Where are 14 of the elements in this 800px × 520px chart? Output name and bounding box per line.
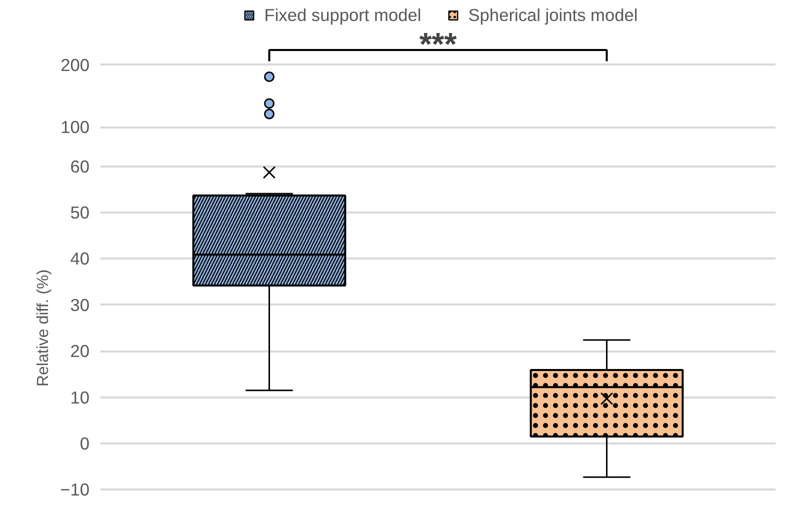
legend-label: Spherical joints model <box>468 4 638 26</box>
y-axis-title: Relative diff. (%) <box>35 269 52 387</box>
y-tick-label: 0 <box>80 433 90 454</box>
y-tick-label: 30 <box>70 294 90 315</box>
y-tick-label: −10 <box>60 480 90 500</box>
y-tick-label: 10 <box>70 387 90 408</box>
y-tick-label: 50 <box>70 202 90 223</box>
legend-label: Fixed support model <box>264 4 422 26</box>
y-tick-label: 20 <box>70 341 90 362</box>
y-tick-label: 40 <box>70 248 90 269</box>
y-tick-label: 200 <box>60 54 90 75</box>
text: *** <box>419 26 458 62</box>
y-tick-label: 60 <box>70 156 90 176</box>
y-tick-label: 100 <box>60 117 90 138</box>
